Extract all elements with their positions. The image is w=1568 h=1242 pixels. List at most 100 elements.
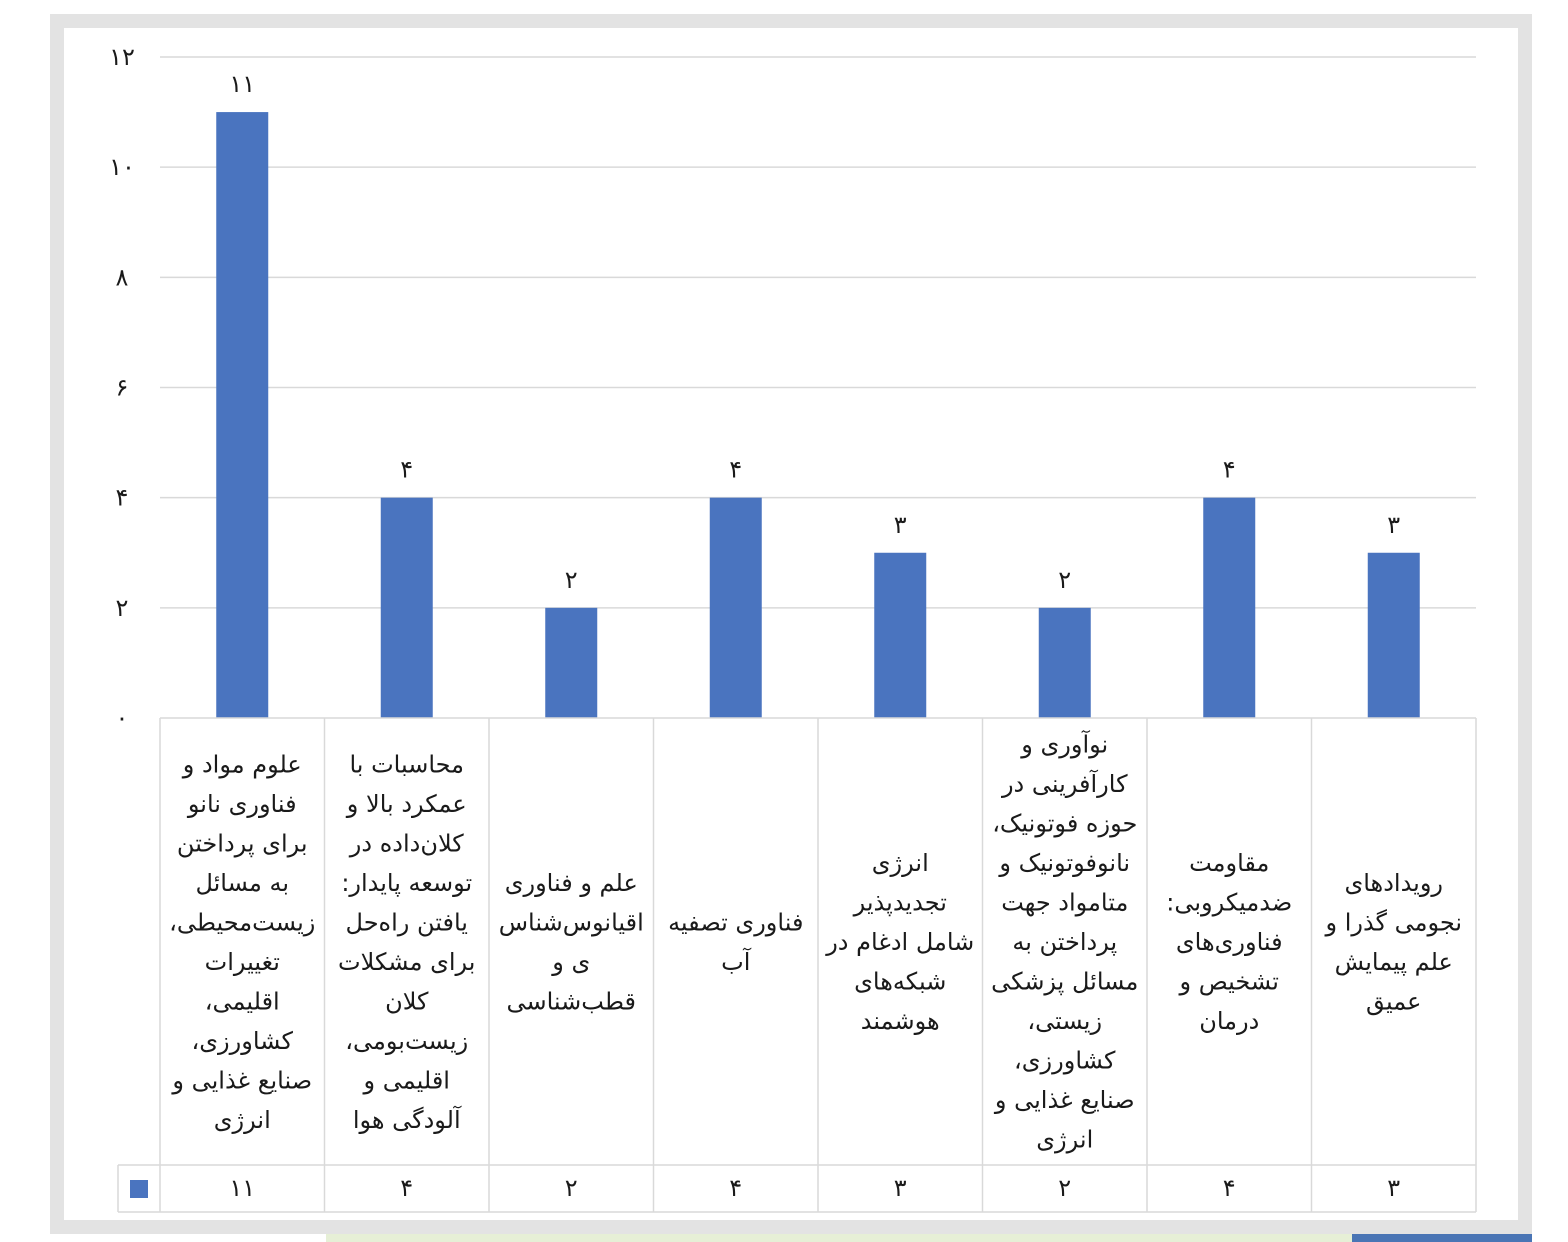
bar xyxy=(709,497,762,718)
gridlines xyxy=(160,56,1476,609)
category-label-line: زیستی، xyxy=(1027,1007,1102,1035)
category-label: انرژی تجدیدپذیر شامل ادغام در شبکه‌های هوشمن… xyxy=(825,849,974,1035)
data-label: ۱۱ xyxy=(229,70,255,98)
table-value: ۲ xyxy=(565,1174,578,1202)
y-tick-label: ۴ xyxy=(116,484,129,512)
bar xyxy=(874,552,927,718)
category-label-line: متامواد جهت xyxy=(1001,889,1128,917)
y-tick-label: ۱۰ xyxy=(109,153,135,181)
category-label-line: صنایع غذایی و xyxy=(994,1086,1135,1114)
category-label: علوم مواد و فناوری نانو برای پرداختن به مسا… xyxy=(169,750,315,1133)
data-label: ۳ xyxy=(1387,511,1400,539)
y-tick-label: ۰ xyxy=(116,704,129,732)
bar xyxy=(1367,552,1420,718)
bar xyxy=(1038,607,1091,718)
category-label-line: شامل ادغام در xyxy=(825,928,974,956)
category-label-line: محاسبات با xyxy=(349,750,464,778)
chart-panel xyxy=(64,28,1518,1220)
category-label-line: تجدیدپذیر xyxy=(853,889,947,917)
category-label-line: مقاومت xyxy=(1189,849,1269,877)
category-label-line: هوشمند xyxy=(861,1007,940,1035)
category-label-line: اقلیمی و xyxy=(363,1066,450,1094)
y-tick-label: ۶ xyxy=(116,374,129,402)
bar xyxy=(380,497,433,718)
category-label-line: فناوری‌های xyxy=(1176,928,1283,956)
table-value: ۱۱ xyxy=(229,1174,255,1202)
category-label: رویدادهای نجومی گذرا و علم پیمایش عمیق xyxy=(1324,869,1462,1016)
category-label-line: ضدمیکروبی: xyxy=(1166,889,1292,917)
category-label-line: انرژی xyxy=(214,1106,271,1134)
category-label-line: ی و xyxy=(551,948,590,976)
category-label-line: فناوری تصفیه xyxy=(668,908,803,936)
category-label-line: فناوری نانو xyxy=(187,790,297,818)
category-label-line: کلان‌داده در xyxy=(349,829,464,857)
category-label-line: اقلیمی، xyxy=(205,987,280,1015)
table-value: ۳ xyxy=(1387,1174,1400,1202)
category-label: علم و فناوری اقیانوس‌شناس ی و قطب‌شناسی xyxy=(499,869,644,1016)
bars xyxy=(216,112,1420,719)
category-label: فناوری تصفیه آب xyxy=(668,908,803,976)
category-label-line: آلودگی هوا xyxy=(353,1105,462,1134)
category-label-line: درمان xyxy=(1199,1007,1259,1035)
category-label-line: کارآفرینی در xyxy=(1001,769,1128,798)
table-value: ۴ xyxy=(400,1174,413,1202)
bar xyxy=(545,607,598,718)
data-table: رویدادهای نجومی گذرا و علم پیمایش عمیق مقاوم… xyxy=(117,717,1477,1213)
category-label: محاسبات با عمکرد بالا و کلان‌داده در توسعه … xyxy=(338,750,475,1133)
category-label-line: مسائل پزشکی xyxy=(991,968,1138,996)
category-label-line: نجومی گذرا و xyxy=(1324,908,1462,936)
data-label: ۴ xyxy=(729,456,742,484)
category-label-line: کلان xyxy=(385,987,429,1015)
category-label-line: آب xyxy=(721,947,752,976)
category-label-line: رویدادهای xyxy=(1344,869,1443,897)
data-label: ۴ xyxy=(400,456,413,484)
legend-key xyxy=(130,1180,148,1198)
category-label-line: یافتن راه‌حل xyxy=(346,908,468,936)
table-value: ۲ xyxy=(1058,1174,1071,1202)
category-label-line: انرژی xyxy=(1036,1126,1093,1154)
data-labels: ۳ ۴ ۲ ۳ ۴ ۲ ۴ ۱۱ xyxy=(229,70,1400,594)
data-label: ۲ xyxy=(565,566,578,594)
data-label: ۴ xyxy=(1223,456,1236,484)
category-label-line: زیست‌بومی، xyxy=(345,1027,468,1055)
category-label-line: انرژی xyxy=(872,849,929,877)
category-label-line: پرداختن به xyxy=(1012,928,1117,956)
table-value: ۴ xyxy=(1223,1174,1236,1202)
category-label-line: اقیانوس‌شناس xyxy=(499,908,644,936)
page-bottom-tab xyxy=(1352,1234,1532,1242)
bar xyxy=(216,112,269,719)
category-label-line: به مسائل xyxy=(195,869,289,897)
category-label-line: برای مشکلات xyxy=(338,948,475,976)
category-label-line: صنایع غذایی و xyxy=(171,1066,312,1094)
category-label-line: حوزه فوتونیک، xyxy=(992,810,1137,838)
category-label-line: برای پرداختن xyxy=(177,829,308,857)
category-label-line: نانوفوتونیک و xyxy=(998,849,1130,877)
y-tick-label: ۲ xyxy=(116,594,129,622)
category-label-line: علم پیمایش xyxy=(1335,948,1453,976)
table-value: ۴ xyxy=(729,1174,742,1202)
category-label-line: تشخیص و xyxy=(1179,968,1279,996)
page-bottom-strip xyxy=(326,1234,1352,1242)
y-axis-tick-labels: ۰ ۲ ۴ ۶ ۸ ۱۰ ۱۲ xyxy=(109,43,135,732)
bar xyxy=(1203,497,1256,718)
category-label-line: کشاورزی، xyxy=(1014,1047,1116,1075)
category-label-line: تغییرات xyxy=(205,948,280,976)
category-label: مقاومت ضدمیکروبی: فناوری‌های تشخیص و درمان xyxy=(1166,849,1292,1035)
y-tick-label: ۱۲ xyxy=(109,43,135,71)
category-label-line: عمیق xyxy=(1366,987,1421,1015)
data-label: ۲ xyxy=(1058,566,1071,594)
category-label-line: عمکرد بالا و xyxy=(346,790,467,818)
data-label: ۳ xyxy=(894,511,907,539)
category-label-line: نوآوری و xyxy=(1020,730,1108,759)
y-tick-label: ۸ xyxy=(116,263,129,291)
category-label: نوآوری و کارآفرینی در حوزه فوتونیک، نانوفوت… xyxy=(991,730,1138,1154)
category-label-line: علم و فناوری xyxy=(505,869,638,897)
table-value: ۳ xyxy=(894,1174,907,1202)
category-label-line: قطب‌شناسی xyxy=(506,987,636,1015)
category-label-line: زیست‌محیطی، xyxy=(169,908,315,936)
category-label-line: کشاورزی، xyxy=(192,1027,294,1055)
category-label-line: علوم مواد و xyxy=(182,750,302,778)
category-label-line: شبکه‌های xyxy=(854,968,946,996)
category-label-line: توسعه پایدار: xyxy=(341,869,472,897)
